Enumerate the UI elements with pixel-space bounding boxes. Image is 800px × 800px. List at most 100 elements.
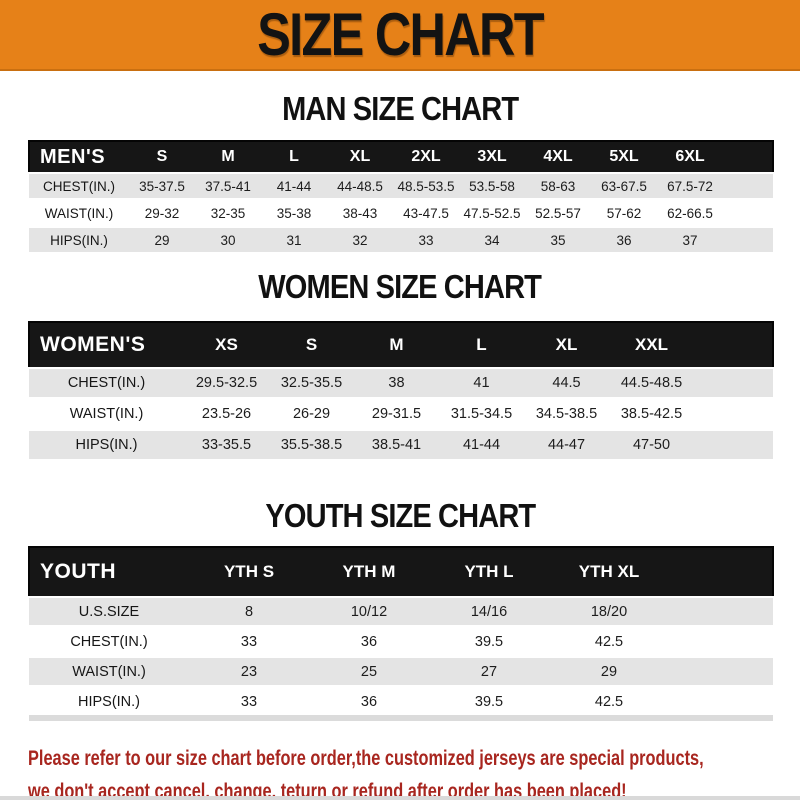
size-value-cell: 31.5-34.5	[450, 406, 513, 422]
size-value-cell: 29.5-32.5	[195, 375, 258, 391]
size-column-header: XL	[349, 148, 371, 165]
row-label: HIPS(IN.)	[77, 693, 141, 710]
measurement-row: HIPS(IN.) 33 36 39.5 42.5	[29, 687, 773, 718]
size-value-cell: 47.5-52.5	[463, 205, 521, 221]
row-label: U.S.SIZE	[78, 603, 140, 620]
order-note-line-2: we don't accept cancel, change, teturn o…	[28, 779, 627, 800]
measurement-row: WAIST(IN.) 23 25 27 29	[29, 656, 773, 687]
size-value-cell: 29	[154, 232, 170, 248]
size-column-header: XL	[555, 335, 578, 354]
size-column-header: L	[476, 335, 487, 354]
measurement-row: WAIST(IN.) 23.5-26 26-29 29-31.5 31.5-34.5 34…	[29, 399, 773, 430]
size-value-cell: 31	[286, 232, 302, 248]
size-value-cell: 57-62	[606, 205, 642, 221]
size-column-header: S	[305, 335, 318, 354]
row-label: HIPS(IN.)	[50, 232, 108, 248]
size-value-cell: 38.5-42.5	[620, 406, 683, 422]
header-filler-cell	[723, 141, 773, 173]
size-column-header: M	[389, 335, 404, 354]
size-value-cell: 43-47.5	[403, 205, 449, 221]
row-label: WAIST(IN.)	[72, 663, 146, 680]
women-section-title: WOMEN SIZE CHART	[258, 268, 543, 305]
size-value-cell: 35	[550, 232, 566, 248]
table-group-label: WOMEN'S	[40, 333, 146, 356]
size-column-header: YTH L	[464, 562, 514, 581]
size-value-cell: 30	[220, 232, 236, 248]
order-note-line-1: Please refer to our size chart before or…	[28, 746, 704, 770]
size-value-cell: 39.5	[474, 693, 504, 710]
size-value-cell: 44.5	[552, 375, 581, 391]
measurement-row: HIPS(IN.) 29 30 31 32 33 34 35 36 37	[29, 226, 773, 254]
row-filler-cell	[694, 430, 773, 461]
size-value-cell: 32-35	[210, 205, 246, 221]
size-value-cell: 29	[600, 663, 618, 680]
size-value-cell: 44-47	[547, 437, 586, 453]
size-value-cell: 34.5-38.5	[535, 406, 598, 422]
size-value-cell: 36	[360, 633, 378, 650]
size-value-cell: 37.5-41	[205, 178, 251, 194]
measurement-row: HIPS(IN.) 33-35.5 35.5-38.5 38.5-41 41-44 44-…	[29, 429, 773, 461]
banner: SIZE CHART	[0, 0, 800, 71]
women-size-table: WOMEN'S XS S M L XL XXL CHEST(IN.) 29.5-32.5 32.5…	[28, 321, 774, 462]
size-value-cell: 48.5-53.5	[397, 178, 455, 194]
size-value-cell: 34	[484, 232, 500, 248]
size-value-cell: 37	[682, 232, 698, 248]
size-value-cell: 53.5-58	[469, 178, 515, 194]
size-value-cell: 41-44	[462, 437, 501, 453]
size-value-cell: 52.5-57	[535, 205, 581, 221]
row-label: HIPS(IN.)	[75, 437, 138, 453]
size-value-cell: 38-43	[342, 205, 378, 221]
size-value-cell: 36	[360, 693, 378, 710]
size-value-cell: 39.5	[474, 633, 504, 650]
size-value-cell: 26-29	[292, 406, 331, 422]
size-value-cell: 25	[360, 663, 378, 680]
size-value-cell: 29-31.5	[371, 406, 422, 422]
row-label: CHEST(IN.)	[43, 178, 115, 194]
row-filler-cell	[669, 657, 773, 687]
size-value-cell: 63-67.5	[601, 178, 647, 194]
size-column-header: M	[221, 148, 235, 165]
size-column-header: 5XL	[609, 148, 639, 165]
size-column-header: 2XL	[411, 148, 441, 165]
men-size-table: MEN'S S M L XL 2XL 3XL 4XL 5XL 6XL CHEST(IN.) 35-37…	[28, 140, 774, 255]
size-column-header: 4XL	[543, 148, 573, 165]
size-value-cell: 10/12	[350, 603, 388, 620]
size-value-cell: 32	[352, 232, 368, 248]
row-filler-cell	[694, 368, 773, 399]
size-value-cell: 33-35.5	[201, 437, 252, 453]
size-value-cell: 23	[240, 663, 258, 680]
size-value-cell: 33	[418, 232, 434, 248]
size-value-cell: 18/20	[590, 603, 628, 620]
size-value-cell: 44-48.5	[337, 178, 383, 194]
size-value-cell: 67.5-72	[667, 178, 713, 194]
size-value-cell: 33	[240, 693, 258, 710]
measurement-row: U.S.SIZE 8 10/12 14/16 18/20	[29, 597, 773, 627]
size-value-cell: 35-37.5	[139, 178, 185, 194]
table-group-label: YOUTH	[40, 560, 116, 583]
size-value-cell: 41-44	[276, 178, 312, 194]
row-label: CHEST(IN.)	[67, 375, 146, 391]
size-column-header: YTH S	[223, 562, 275, 581]
row-filler-cell	[669, 597, 773, 627]
order-note: Please refer to our size chart before or…	[28, 743, 800, 800]
size-value-cell: 44.5-48.5	[620, 375, 683, 391]
youth-size-table: YOUTH YTH S YTH M YTH L YTH XL U.S.SIZE 8 10/12…	[28, 546, 774, 721]
measurement-row: CHEST(IN.) 33 36 39.5 42.5	[29, 627, 773, 657]
bottom-edge-strip	[0, 796, 800, 800]
row-label: CHEST(IN.)	[70, 633, 148, 650]
men-section-title: MAN SIZE CHART	[281, 90, 519, 127]
measurement-row: CHEST(IN.) 29.5-32.5 32.5-35.5 38 41 44.5 44.5…	[29, 368, 773, 399]
size-value-cell: 47-50	[632, 437, 671, 453]
row-filler-cell	[723, 173, 773, 200]
youth-section-title: YOUTH SIZE CHART	[265, 497, 536, 534]
size-value-cell: 41	[473, 375, 490, 391]
size-value-cell: 42.5	[594, 633, 624, 650]
row-label: WAIST(IN.)	[44, 205, 114, 221]
size-value-cell: 36	[616, 232, 632, 248]
size-column-header: YTH M	[342, 562, 396, 581]
size-column-header: XXL	[634, 335, 669, 354]
header-filler-cell	[694, 322, 773, 368]
size-value-cell: 8	[244, 603, 254, 620]
size-column-header: L	[289, 148, 299, 165]
size-value-cell: 33	[240, 633, 258, 650]
